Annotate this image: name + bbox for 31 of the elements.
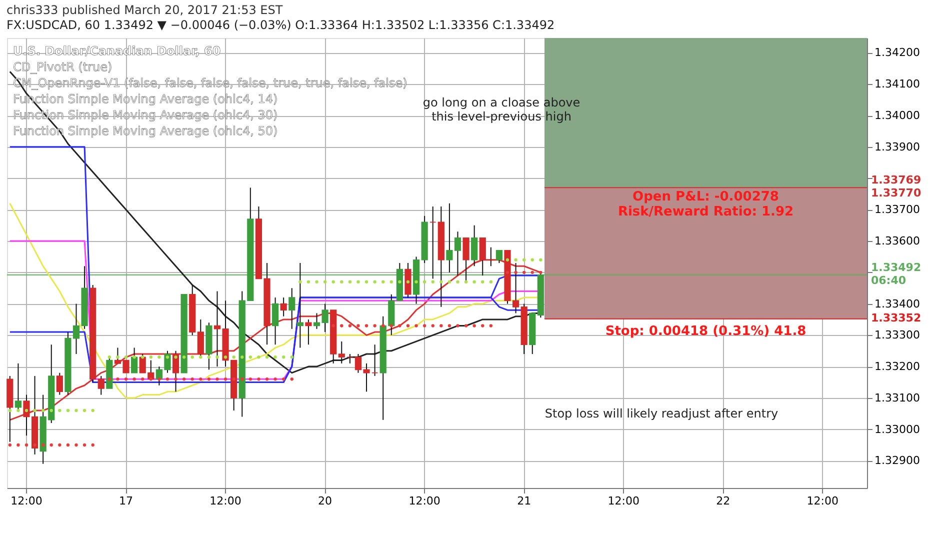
x-tick-label: 22 [716, 494, 730, 508]
y-tick-label: 1.32900 [874, 454, 920, 468]
y-tick-label: 1.33700 [874, 203, 920, 216]
y-tick-label: 1.33600 [874, 234, 920, 248]
annotation: CD_PivotR (true) [13, 60, 112, 74]
annotation: U.S. Dollar/Canadian Dollar, 60 [13, 44, 221, 58]
x-tick-label: 12:00 [10, 494, 42, 508]
x-tick-label: 21 [517, 494, 532, 508]
annotation: Stop: 0.00418 (0.31%) 41.8 [605, 324, 806, 339]
chart-subtitle: FX:USDCAD, 60 1.33492 ▼ −0.00046 (−0.03%) O:1.33364 H:1.33502 L:1.33356 C:1.33492 [6, 18, 555, 32]
y-tick-label: 1.33200 [874, 360, 920, 374]
y-tick-label: 1.33100 [874, 391, 920, 404]
ref-line-label: 1.33769 1.33770 [871, 174, 922, 200]
x-tick-label: 12:00 [806, 494, 838, 508]
x-tick-label: 12:00 [210, 494, 242, 508]
annotation: Stop loss will likely readjust after entry [544, 406, 778, 420]
y-tick-label: 1.33400 [874, 297, 920, 310]
x-tick-label: 12:00 [408, 494, 440, 508]
y-tick-label: 1.34000 [874, 109, 920, 122]
y-tick-label: 1.34200 [874, 46, 920, 60]
y-tick-label: 1.33000 [874, 422, 920, 436]
y-tick-label: 1.33300 [874, 328, 920, 342]
ref-line-label: 1.33352 [871, 311, 922, 324]
band-label: Open P&L: -0.00278 Risk/Reward Ratio: 1.92 [618, 190, 794, 220]
x-tick-label: 12:00 [608, 494, 640, 508]
y-tick-label: 1.34100 [874, 78, 920, 91]
x-tick-label: 17 [119, 494, 134, 508]
y-tick-label: 1.33900 [874, 140, 920, 154]
chart-title: chris333 published March 20, 2017 21:53 EST [6, 3, 284, 17]
x-tick-label: 20 [318, 494, 332, 508]
ref-line-label: 1.33492 06:40 [871, 260, 922, 287]
